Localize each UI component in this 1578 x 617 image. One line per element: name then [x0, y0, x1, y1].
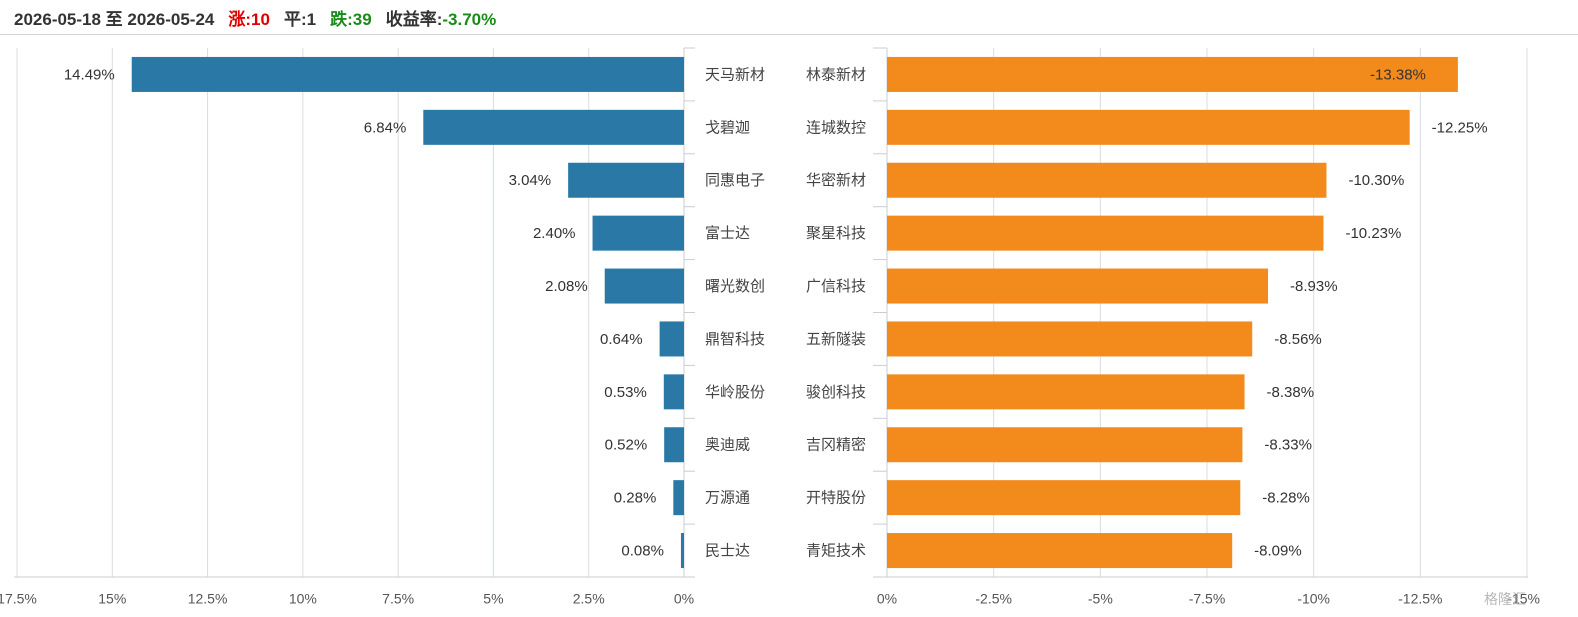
- loss-data-label: -8.38%: [1267, 384, 1315, 401]
- gain-bar: [659, 321, 684, 357]
- gain-data-label: 6.84%: [364, 119, 407, 136]
- gain-data-label: 0.53%: [604, 384, 647, 401]
- gain-category-label: 曙光数创: [705, 278, 765, 295]
- return-stat: 收益率:-3.70%: [386, 5, 497, 30]
- gain-category-label: 同惠电子: [705, 172, 765, 189]
- loss-bar: [887, 268, 1269, 304]
- flat-count: 1: [306, 9, 317, 29]
- loss-category-label: 聚星科技: [806, 225, 866, 242]
- gain-data-label: 14.49%: [64, 66, 115, 83]
- gain-data-label: 3.04%: [509, 172, 552, 189]
- loss-category-label: 广信科技: [806, 278, 866, 295]
- gain-bar: [604, 268, 684, 304]
- loss-bar: [887, 321, 1253, 357]
- loss-category-label: 林泰新材: [806, 66, 866, 83]
- loss-bar: [887, 533, 1233, 569]
- left-x-tick-label: 17.5%: [0, 591, 37, 607]
- flat-label: 平:: [283, 9, 307, 29]
- gain-category-label: 民士达: [705, 543, 750, 560]
- right-x-tick-label: -2.5%: [975, 591, 1012, 607]
- up-count-stat: 涨:10: [228, 5, 270, 30]
- loss-data-label: -8.28%: [1262, 490, 1310, 507]
- gain-bar: [673, 480, 684, 516]
- gain-category-label: 鼎智科技: [705, 330, 765, 348]
- gain-category-label: 华岭股份: [705, 384, 765, 401]
- left-x-tick-label: 0%: [674, 591, 694, 607]
- loss-data-label: -10.23%: [1345, 225, 1401, 242]
- loss-category-label: 骏创科技: [806, 384, 866, 401]
- loss-data-label: -8.33%: [1264, 437, 1312, 454]
- gain-data-label: 0.28%: [614, 490, 657, 507]
- loss-data-label: -13.38%: [1370, 66, 1426, 83]
- left-x-tick-label: 5%: [483, 591, 503, 607]
- gain-bar: [680, 533, 684, 569]
- gain-data-label: 0.64%: [600, 331, 643, 348]
- flat-count-stat: 平:1: [284, 5, 316, 30]
- down-count-stat: 跌:39: [330, 5, 372, 30]
- gain-data-label: 0.08%: [621, 543, 664, 560]
- loss-category-label: 五新隧装: [806, 331, 866, 348]
- gain-category-label: 富士达: [705, 224, 750, 242]
- right-x-tick-label: -5%: [1088, 591, 1113, 607]
- left-x-tick-label: 15%: [98, 591, 126, 607]
- loss-category-label: 青矩技术: [806, 543, 866, 560]
- loss-bar: [887, 374, 1245, 410]
- gain-bar: [568, 162, 684, 198]
- loss-bar: [887, 215, 1324, 251]
- gain-data-label: 2.08%: [545, 278, 588, 295]
- gain-data-label: 0.52%: [605, 437, 648, 454]
- loss-data-label: -8.56%: [1274, 331, 1322, 348]
- right-x-tick-label: -15%: [1507, 591, 1540, 607]
- right-x-tick-label: -10%: [1297, 591, 1330, 607]
- return-label: 收益率:: [385, 9, 443, 29]
- gain-data-label: 2.40%: [533, 225, 576, 242]
- loss-bar: [887, 480, 1241, 516]
- loss-bar: [887, 162, 1327, 198]
- loss-category-label: 连城数控: [806, 119, 866, 136]
- loss-category-label: 开特股份: [806, 490, 866, 507]
- loss-bar: [887, 56, 1458, 92]
- up-count: 10: [251, 9, 270, 29]
- left-x-tick-label: 12.5%: [188, 591, 228, 607]
- loss-bar: [887, 109, 1410, 145]
- left-x-tick-label: 2.5%: [573, 591, 605, 607]
- gain-bar: [664, 427, 684, 463]
- loss-data-label: -8.09%: [1254, 543, 1302, 560]
- return-value: -3.70%: [442, 9, 497, 29]
- left-x-tick-label: 7.5%: [382, 591, 414, 607]
- up-label: 涨:: [228, 9, 252, 29]
- date-range: 2026-05-18 至 2026-05-24: [14, 9, 215, 29]
- right-x-tick-label: -12.5%: [1398, 591, 1442, 607]
- right-x-tick-label: 0%: [877, 591, 897, 607]
- loss-data-label: -12.25%: [1432, 119, 1488, 136]
- loss-category-label: 华密新材: [806, 172, 866, 189]
- gain-category-label: 戈碧迦: [705, 119, 750, 136]
- summary-header: 2026-05-18 至 2026-05-24 涨:10 平:1 跌:39 收益…: [14, 4, 510, 30]
- loss-category-label: 吉冈精密: [806, 437, 866, 454]
- down-count: 39: [352, 9, 372, 29]
- gain-bar: [592, 215, 684, 251]
- left-x-tick-label: 10%: [289, 591, 317, 607]
- loss-bar: [887, 427, 1243, 463]
- watermark-logo: 格隆汇: [1484, 592, 1526, 608]
- gain-bar: [423, 109, 684, 145]
- right-x-tick-label: -7.5%: [1189, 591, 1226, 607]
- gain-bar: [131, 56, 684, 92]
- down-label: 跌:: [330, 9, 353, 29]
- gain-category-label: 万源通: [705, 490, 750, 507]
- gain-bar: [663, 374, 684, 410]
- gain-category-label: 天马新材: [705, 66, 765, 83]
- loss-data-label: -10.30%: [1348, 172, 1404, 189]
- loss-data-label: -8.93%: [1290, 278, 1338, 295]
- header-divider: [0, 34, 1578, 35]
- gain-category-label: 奥迪威: [705, 437, 750, 454]
